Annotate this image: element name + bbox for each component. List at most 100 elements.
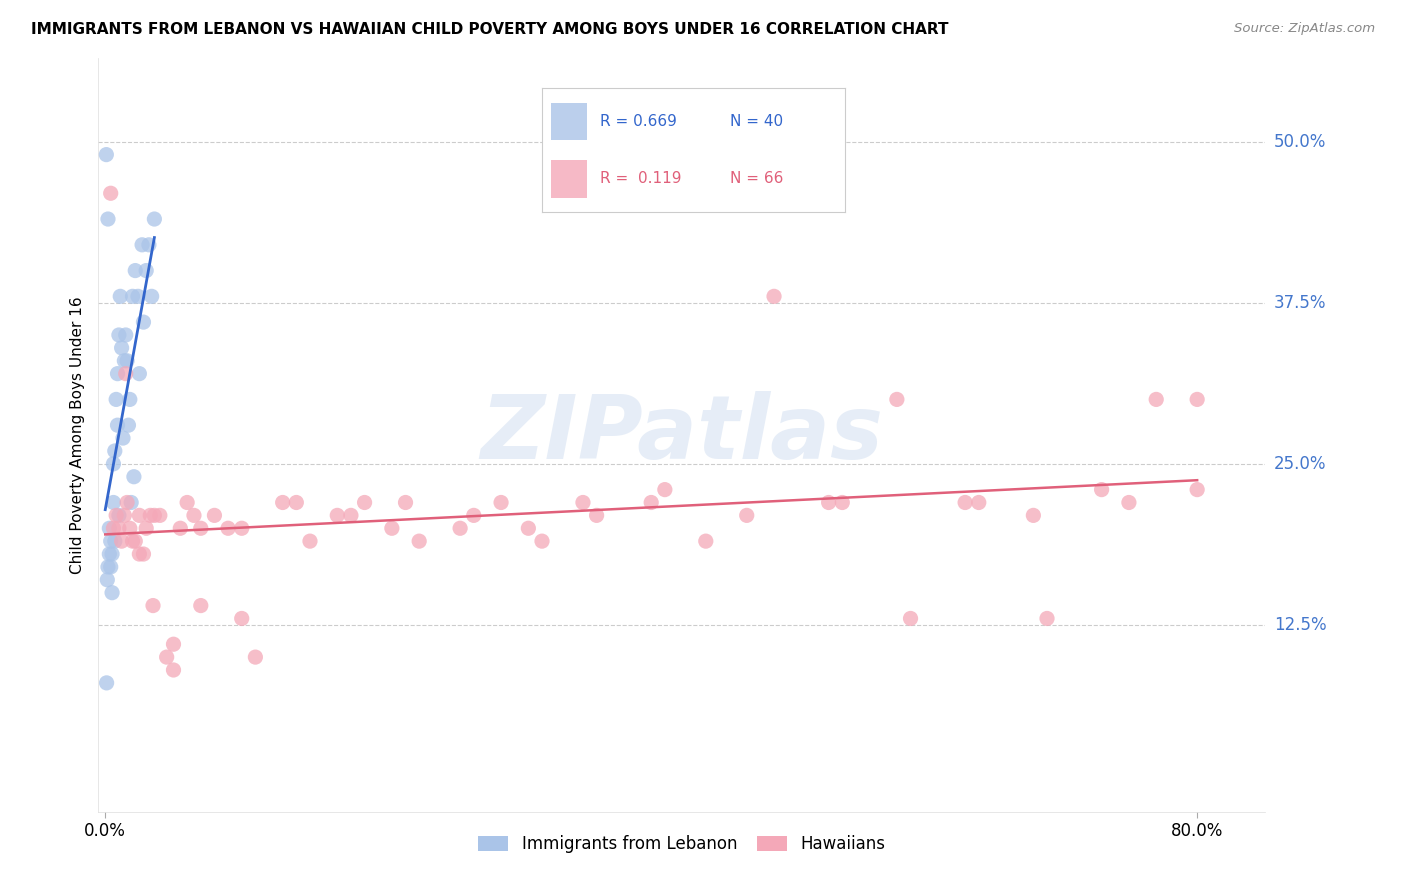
Point (953, 495, 976, 509)
Point (463, 508, 485, 523)
Point (176, 495, 198, 509)
Point (204, 508, 226, 523)
Point (100, 560, 122, 574)
Point (100, 186, 122, 201)
Point (298, 534, 321, 549)
Point (183, 508, 205, 523)
Point (149, 508, 172, 523)
Point (735, 508, 758, 523)
Point (190, 521, 212, 535)
Point (118, 392, 141, 407)
Point (114, 367, 136, 381)
Point (143, 508, 166, 523)
Point (381, 521, 404, 535)
Point (96, 147, 118, 161)
Point (131, 237, 153, 252)
Point (107, 367, 129, 381)
Point (98, 521, 121, 535)
Point (103, 495, 125, 509)
Point (100, 534, 122, 549)
Point (103, 521, 125, 535)
Point (231, 611, 253, 625)
Point (114, 328, 136, 343)
Point (128, 367, 150, 381)
Point (142, 599, 165, 613)
Point (190, 599, 212, 613)
Point (127, 289, 149, 303)
Text: Source: ZipAtlas.com: Source: ZipAtlas.com (1234, 22, 1375, 36)
Point (271, 495, 294, 509)
Text: IMMIGRANTS FROM LEBANON VS HAWAIIAN CHILD POVERTY AMONG BOYS UNDER 16 CORRELATIO: IMMIGRANTS FROM LEBANON VS HAWAIIAN CHIL… (31, 22, 949, 37)
Point (489, 495, 512, 509)
Point (654, 483, 676, 497)
Point (101, 547, 124, 561)
Point (132, 315, 155, 329)
Point (169, 521, 191, 535)
Point (530, 534, 553, 549)
Point (162, 663, 184, 677)
Point (640, 495, 662, 509)
Point (139, 508, 162, 523)
Point (1036, 611, 1059, 625)
Point (112, 353, 135, 368)
Point (138, 237, 160, 252)
Y-axis label: Child Poverty Among Boys Under 16: Child Poverty Among Boys Under 16 (70, 296, 86, 574)
Point (111, 534, 134, 549)
Text: 37.5%: 37.5% (1274, 293, 1326, 312)
Point (118, 521, 141, 535)
Point (108, 508, 131, 523)
Point (141, 289, 163, 303)
Point (104, 534, 127, 549)
Point (115, 353, 138, 368)
Point (108, 328, 131, 343)
Point (132, 547, 155, 561)
Point (326, 508, 349, 523)
Point (104, 444, 127, 458)
Point (517, 521, 540, 535)
Point (900, 611, 922, 625)
Point (110, 289, 132, 303)
Point (97, 560, 120, 574)
Point (107, 418, 129, 433)
Point (886, 392, 908, 407)
Point (817, 495, 839, 509)
Point (120, 495, 142, 509)
Point (156, 650, 179, 665)
Point (1022, 508, 1045, 523)
Point (97, 212, 120, 227)
Point (135, 263, 157, 277)
Point (285, 495, 308, 509)
Point (1144, 392, 1167, 407)
Text: 50.0%: 50.0% (1274, 133, 1326, 151)
Point (572, 495, 595, 509)
Point (121, 289, 143, 303)
Point (967, 495, 990, 509)
Point (1091, 483, 1114, 497)
Text: 12.5%: 12.5% (1274, 615, 1326, 634)
Point (98, 547, 121, 561)
Point (763, 289, 786, 303)
Point (124, 534, 146, 549)
Text: 25.0%: 25.0% (1274, 455, 1326, 473)
Point (105, 508, 128, 523)
Text: ZIPatlas: ZIPatlas (481, 392, 883, 478)
Point (117, 418, 139, 433)
Point (340, 508, 363, 523)
Point (408, 534, 430, 549)
Point (449, 521, 471, 535)
Point (1118, 495, 1140, 509)
Point (231, 521, 253, 535)
Point (245, 650, 267, 665)
Point (695, 534, 717, 549)
Point (96, 676, 118, 690)
Point (353, 495, 375, 509)
Point (1185, 483, 1208, 497)
Point (585, 508, 607, 523)
Point (103, 457, 125, 471)
Point (128, 547, 150, 561)
Point (143, 212, 166, 227)
Point (217, 521, 239, 535)
Point (112, 508, 135, 523)
Point (394, 495, 416, 509)
Point (122, 469, 145, 483)
